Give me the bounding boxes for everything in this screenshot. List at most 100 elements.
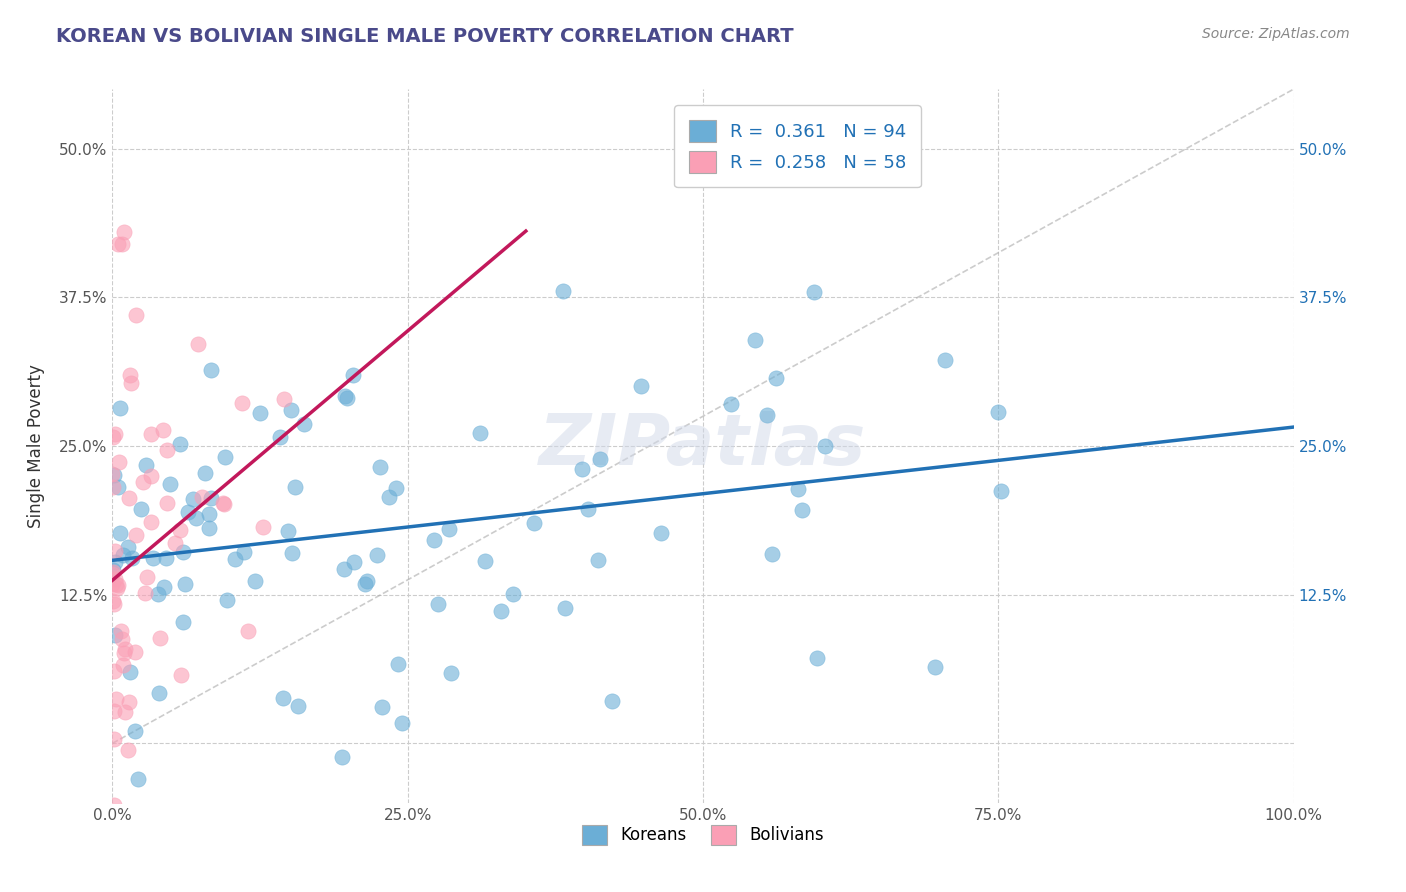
Point: [129, 502, 152, 516]
Point: [333, 562, 356, 576]
Point: [356, 574, 378, 588]
Point: [287, 698, 309, 713]
Point: [427, 598, 450, 612]
Point: [576, 501, 599, 516]
Point: [111, 632, 134, 646]
Point: [924, 660, 946, 674]
Point: [194, 466, 217, 480]
Point: [177, 505, 200, 519]
Point: [571, 462, 593, 476]
Point: [330, 750, 353, 764]
Point: [103, 705, 125, 719]
Point: [103, 598, 125, 612]
Point: [172, 615, 194, 630]
Point: [384, 481, 406, 495]
Point: [589, 451, 612, 466]
Point: [387, 657, 409, 672]
Point: [101, 577, 124, 591]
Point: [103, 594, 125, 608]
Point: [111, 237, 134, 252]
Point: [111, 548, 134, 562]
Point: [987, 405, 1010, 419]
Point: [271, 691, 294, 706]
Point: [153, 580, 176, 594]
Point: [103, 565, 125, 579]
Point: [231, 396, 253, 410]
Point: [156, 496, 179, 510]
Point: [101, 430, 124, 444]
Text: KOREAN VS BOLIVIAN SINGLE MALE POVERTY CORRELATION CHART: KOREAN VS BOLIVIAN SINGLE MALE POVERTY C…: [56, 27, 794, 45]
Point: [787, 482, 810, 496]
Point: [790, 503, 813, 517]
Point: [990, 484, 1012, 499]
Point: [523, 516, 546, 531]
Point: [474, 554, 496, 568]
Point: [149, 631, 172, 645]
Point: [104, 627, 127, 641]
Point: [104, 427, 127, 442]
Point: [132, 475, 155, 489]
Point: [159, 476, 181, 491]
Point: [125, 528, 148, 542]
Point: [934, 353, 956, 368]
Point: [252, 519, 274, 533]
Point: [491, 604, 513, 618]
Point: [101, 480, 124, 494]
Point: [553, 284, 575, 298]
Point: [437, 523, 460, 537]
Point: [169, 523, 191, 537]
Point: [211, 496, 233, 510]
Point: [354, 577, 377, 591]
Point: [343, 556, 366, 570]
Point: [124, 724, 146, 739]
Point: [170, 667, 193, 681]
Point: [112, 646, 135, 660]
Point: [114, 641, 136, 656]
Point: [181, 492, 204, 507]
Point: [588, 553, 610, 567]
Point: [135, 458, 157, 472]
Point: [765, 371, 787, 385]
Point: [212, 498, 235, 512]
Point: [224, 552, 246, 566]
Point: [122, 812, 145, 826]
Point: [281, 546, 304, 560]
Point: [200, 363, 222, 377]
Point: [127, 772, 149, 786]
Point: [249, 406, 271, 420]
Point: [294, 417, 316, 431]
Point: [756, 409, 779, 423]
Point: [238, 624, 260, 638]
Point: [139, 468, 162, 483]
Point: [803, 285, 825, 300]
Point: [187, 336, 209, 351]
Point: [391, 715, 413, 730]
Point: [105, 577, 128, 591]
Point: [101, 467, 124, 481]
Point: [111, 658, 134, 673]
Point: [198, 520, 221, 534]
Point: [502, 587, 524, 601]
Point: [806, 651, 828, 665]
Point: [124, 645, 146, 659]
Point: [169, 437, 191, 451]
Point: [148, 685, 170, 699]
Point: [104, 691, 127, 706]
Point: [125, 308, 148, 322]
Point: [136, 570, 159, 584]
Point: [112, 225, 135, 239]
Point: [103, 732, 125, 747]
Point: [761, 548, 783, 562]
Point: [744, 333, 766, 347]
Point: [108, 455, 131, 469]
Text: ZIPatlas: ZIPatlas: [540, 411, 866, 481]
Point: [200, 491, 222, 505]
Point: [134, 585, 156, 599]
Point: [554, 600, 576, 615]
Point: [141, 427, 163, 442]
Point: [197, 507, 219, 521]
Point: [146, 587, 169, 601]
Point: [173, 577, 195, 591]
Y-axis label: Single Male Poverty: Single Male Poverty: [27, 364, 45, 528]
Point: [342, 368, 364, 383]
